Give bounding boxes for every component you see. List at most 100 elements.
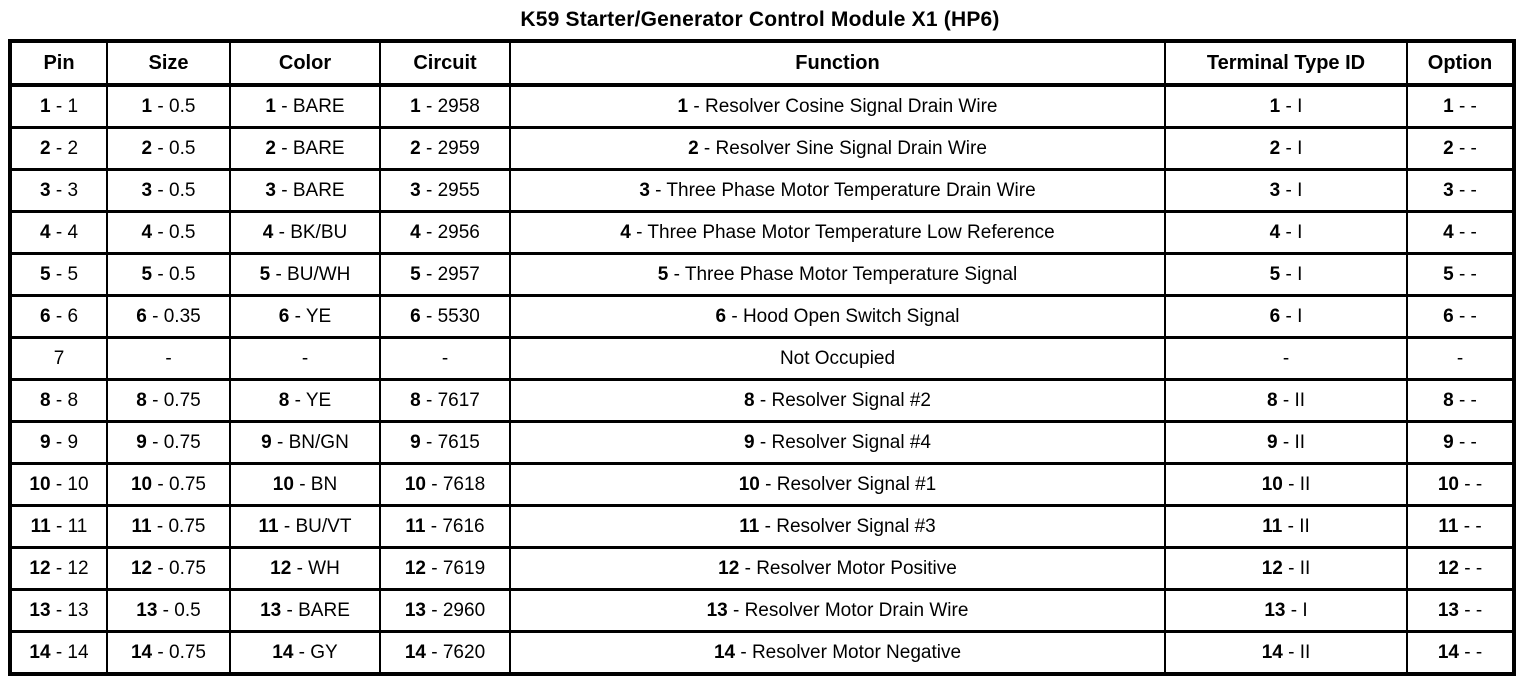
table-cell: 5 - - (1406, 252, 1515, 297)
table-cell: 8 - II (1164, 378, 1408, 423)
column-header-pin: Pin (9, 40, 108, 87)
cell-bold-prefix: 14 (130, 641, 153, 663)
cell-bold-prefix: 1 (265, 95, 276, 117)
cell-bold-prefix: 14 (713, 641, 736, 663)
table-cell: 13 - 13 (9, 588, 108, 633)
cell-bold-prefix: 2 (1269, 137, 1281, 159)
table-cell: Not Occupied (509, 336, 1166, 381)
cell-bold-prefix: 12 (718, 557, 740, 579)
cell-bold-prefix: 13 (706, 599, 728, 621)
table-cell: 13 - BARE (229, 588, 381, 633)
cell-bold-prefix: 12 (29, 557, 51, 579)
table-row: 7- - - Not Occupied - - (9, 336, 1515, 381)
table-cell: 3 - 2955 (379, 168, 511, 213)
table-cell: 6 - - (1406, 294, 1515, 339)
cell-bold-prefix: 3 (1443, 179, 1454, 201)
cell-bold-prefix: 5 (1443, 263, 1454, 285)
cell-bold-prefix: 4 (262, 221, 274, 243)
table-cell: - (106, 336, 231, 381)
table-cell: 4 - 2956 (379, 210, 511, 255)
column-header-function: Function (509, 40, 1166, 87)
cell-bold-prefix: 4 (620, 221, 631, 243)
cell-bold-prefix: 4 (1443, 221, 1454, 243)
cell-bold-prefix: 1 (1269, 95, 1281, 117)
cell-bold-prefix: 9 (39, 431, 51, 453)
table-cell: 10 - - (1406, 462, 1515, 507)
cell-bold-prefix: 14 (1437, 641, 1459, 663)
cell-bold-prefix: 14 (1261, 641, 1283, 663)
cell-bold-prefix: 1 (1443, 95, 1454, 117)
cell-bold-prefix: 6 (715, 305, 727, 327)
cell-bold-prefix: 1 (141, 95, 153, 117)
table-cell: 6 - Hood Open Switch Signal (509, 294, 1166, 339)
cell-bold-prefix: 8 (39, 389, 51, 411)
table-cell: 1 - I (1164, 83, 1408, 129)
table-cell: 8 - YE (229, 378, 381, 423)
table-cell: 6 - 0.35 (106, 294, 231, 339)
column-header-option: Option (1406, 40, 1515, 87)
cell-bold-prefix: 8 (278, 389, 290, 411)
table-cell: 11 - 0.75 (106, 504, 231, 549)
table-cell: 5 - Three Phase Motor Temperature Signal (509, 252, 1166, 297)
cell-bold-prefix: 5 (259, 263, 271, 285)
table-cell: 4 - 4 (9, 210, 108, 255)
cell-bold-prefix: 11 (739, 515, 760, 537)
table-cell: 1 - - (1406, 83, 1515, 129)
cell-bold-prefix: 8 (1266, 389, 1278, 411)
cell-bold-prefix: 9 (744, 431, 755, 453)
table-cell: 11 - BU/VT (229, 504, 381, 549)
cell-bold-prefix: 9 (261, 431, 272, 453)
table-row: 11 - 11 11 - 0.75 11 - BU/VT 11 - 7616 11 - … (9, 504, 1515, 549)
table-cell: 3 - BARE (229, 168, 381, 213)
table-cell: 8 - Resolver Signal #2 (509, 378, 1166, 423)
table-cell: 7 (9, 336, 108, 381)
cell-bold-prefix: 4 (141, 221, 153, 243)
table-cell: 2 - BARE (229, 126, 381, 171)
table-cell: 2 - 2 (9, 126, 108, 171)
cell-bold-prefix: 4 (410, 221, 421, 243)
cell-bold-prefix: 2 (141, 137, 153, 159)
table-cell: 8 - - (1406, 378, 1515, 423)
table-cell: 2 - 2959 (379, 126, 511, 171)
cell-bold-prefix: 6 (39, 305, 51, 327)
cell-bold-prefix: 2 (688, 137, 699, 159)
cell-bold-prefix: 9 (136, 431, 147, 453)
cell-bold-prefix: 3 (141, 179, 153, 201)
cell-bold-prefix: 3 (1269, 179, 1281, 201)
table-cell: 4 - I (1164, 210, 1408, 255)
cell-bold-prefix: 10 (29, 473, 51, 495)
table-cell: 10 - BN (229, 462, 381, 507)
table-cell: 5 - 0.5 (106, 252, 231, 297)
cell-bold-prefix: 3 (639, 179, 650, 201)
cell-bold-prefix: 8 (1443, 389, 1454, 411)
table-cell: 4 - - (1406, 210, 1515, 255)
cell-bold-prefix: 9 (410, 431, 421, 453)
table-cell: 10 - 10 (9, 462, 108, 507)
cell-bold-prefix: 8 (410, 389, 421, 411)
cell-bold-prefix: 11 (30, 515, 51, 537)
table-cell: 4 - Three Phase Motor Temperature Low Re… (509, 210, 1166, 255)
cell-bold-prefix: 11 (1438, 515, 1459, 537)
table-cell: 3 - 3 (9, 168, 108, 213)
cell-bold-prefix: 12 (130, 557, 153, 579)
cell-bold-prefix: 3 (410, 179, 421, 201)
table-cell: 11 - - (1406, 504, 1515, 549)
cell-bold-prefix: 2 (1443, 137, 1454, 159)
cell-bold-prefix: 13 (136, 599, 158, 621)
table-cell: 14 - 7620 (379, 630, 511, 676)
cell-bold-prefix: 13 (404, 599, 426, 621)
table-cell: 10 - II (1164, 462, 1408, 507)
cell-bold-prefix: 5 (1269, 263, 1281, 285)
table-cell: - (379, 336, 511, 381)
table-cell: 8 - 8 (9, 378, 108, 423)
cell-bold-prefix: 4 (1269, 221, 1281, 243)
table-cell: 6 - 6 (9, 294, 108, 339)
table-cell: 1 - 2958 (379, 83, 511, 129)
table-cell: 9 - 9 (9, 420, 108, 465)
